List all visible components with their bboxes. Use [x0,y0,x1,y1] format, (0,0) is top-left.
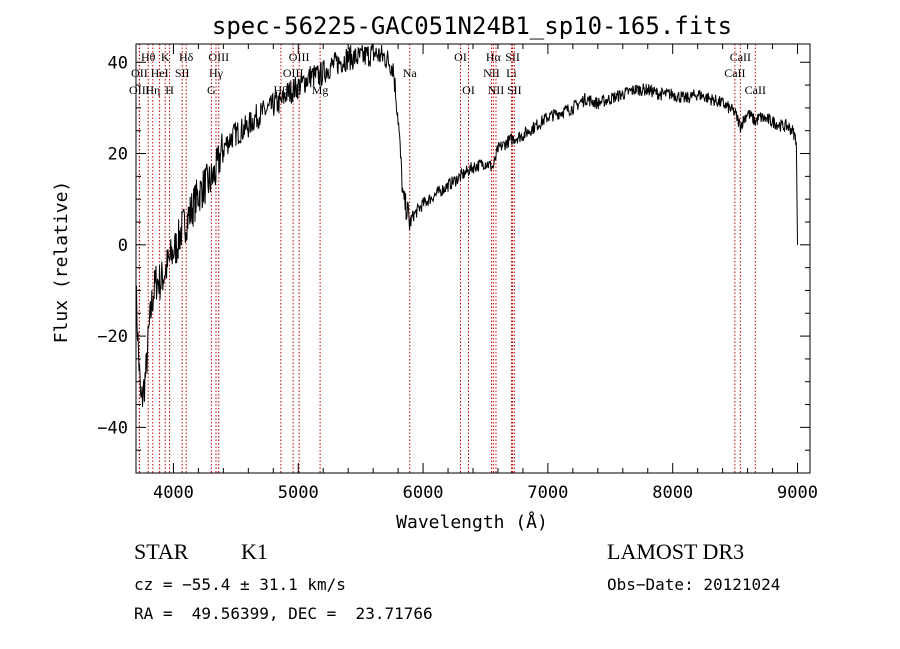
y-axis-label: Flux (relative) [51,181,72,344]
x-tick-label: 9000 [777,483,818,503]
spectrum-series [135,43,798,407]
marker-label-24: SII [507,83,522,97]
marker-label-22: SII [505,50,520,64]
marker-label-15: Mg [312,83,329,97]
marker-label-0: Hθ [141,50,156,64]
marker-label-23: Li [506,66,517,80]
x-tick-label: 4000 [153,483,194,503]
marker-label-12: OIII [289,50,310,64]
marker-label-20: NII [483,66,500,80]
marker-label-21: NII [488,83,505,97]
obs-date-label: Obs−Date: 20121024 [607,575,781,594]
y-tick-label: 20 [108,145,128,165]
x-tick-label: 5000 [278,483,319,503]
marker-label-11: G [207,83,216,97]
redshift-label: cz = −55.4 ± 31.1 km/s [134,575,346,594]
marker-label-2: OIII [129,83,150,97]
marker-label-19: Hα [486,50,502,64]
marker-label-9: OIII [208,50,229,64]
marker-label-5: HeI [151,66,169,80]
y-tick-label: −20 [97,327,128,347]
chart-title: spec-56225-GAC051N24B1_sp10-165.fits [212,12,732,40]
subclass-label: K1 [241,539,268,564]
y-tick-label: −40 [97,418,128,438]
marker-label-27: CaII [745,83,766,97]
marker-label-4: K [161,50,170,64]
marker-label-25: CaII [730,50,751,64]
y-tick-label: 0 [118,236,128,256]
survey-label: LAMOST DR3 [607,539,745,564]
x-tick-label: 6000 [403,483,444,503]
y-tick-label: 40 [108,53,128,73]
x-tick-label: 7000 [527,483,568,503]
marker-label-3: Hη [145,83,160,97]
plot-frame [135,43,811,474]
plot-axes: 4000 5000 6000 7000 8000 9000 −40 −20 0 20 40 [97,43,818,503]
marker-label-18: OI [462,83,475,97]
x-tick-label: 8000 [652,483,693,503]
x-axis-label: Wavelength (Å) [396,511,548,533]
marker-label-16: Na [403,66,418,80]
spectrum-line [135,43,798,407]
marker-label-6: H [165,83,174,97]
marker-label-17: OI [454,50,467,64]
marker-label-10: Hγ [209,66,224,80]
coordinates-label: RA = 49.56399, DEC = 23.71766 [134,604,433,623]
marker-label-26: CaII [724,66,745,80]
class-label: STAR [134,539,189,564]
marker-label-7: Hδ [179,50,194,64]
marker-label-8: SII [175,66,190,80]
marker-label-13: OIII [283,66,304,80]
